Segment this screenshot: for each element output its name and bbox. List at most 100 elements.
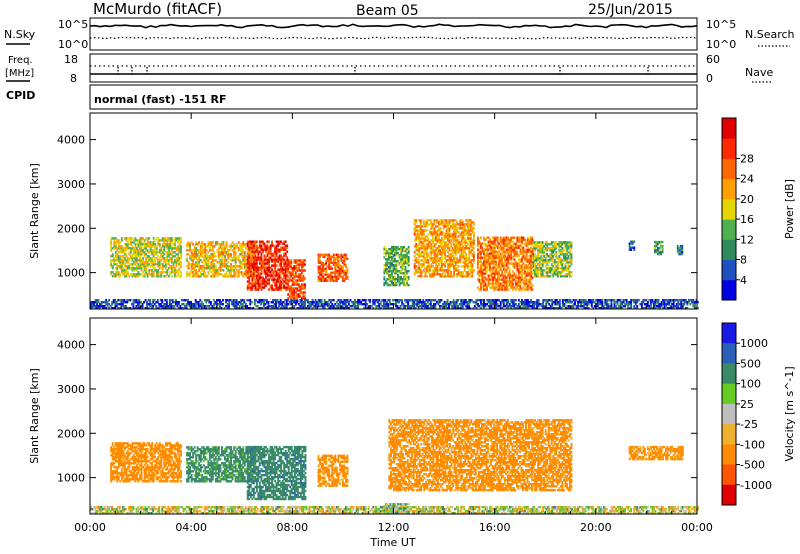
heatmap-cell <box>434 305 437 308</box>
heatmap-cell <box>304 307 306 310</box>
heatmap-cell <box>387 278 390 281</box>
heatmap-cell <box>433 251 436 254</box>
heatmap-cell <box>587 307 590 310</box>
heatmap-cell <box>300 283 303 286</box>
heatmap-cell <box>257 280 260 283</box>
heatmap-cell <box>543 307 546 310</box>
heatmap-cell <box>251 257 254 260</box>
heatmap-cell <box>403 283 405 287</box>
heatmap-cell <box>147 299 150 302</box>
heatmap-cell <box>291 277 294 280</box>
heatmap-cell <box>93 305 95 308</box>
heatmap-cell <box>430 275 433 278</box>
heatmap-cell <box>178 267 181 270</box>
heatmap-cell <box>457 299 460 302</box>
heatmap-cell <box>493 301 496 304</box>
heatmap-cell <box>113 237 116 240</box>
heatmap-cell <box>243 243 246 246</box>
heatmap-cell <box>469 243 472 246</box>
heatmap-cell <box>320 301 323 304</box>
heatmap-cell <box>166 239 169 242</box>
heatmap-cell <box>450 253 453 256</box>
heatmap-cell <box>466 303 469 306</box>
heatmap-cell <box>284 299 287 302</box>
heatmap-cell <box>260 254 263 257</box>
heatmap-cell <box>251 264 254 267</box>
heatmap-cell <box>335 271 338 274</box>
heatmap-cell <box>444 257 446 260</box>
heatmap-cell <box>192 265 195 268</box>
heatmap-cell <box>199 275 202 278</box>
heatmap-cell <box>158 265 161 268</box>
heatmap-cell <box>234 265 237 268</box>
heatmap-cell <box>195 263 198 266</box>
heatmap-cell <box>281 242 284 245</box>
heatmap-cell <box>465 271 468 274</box>
heatmap-cell <box>136 251 138 254</box>
heatmap-cell <box>152 261 155 264</box>
heatmap-cell <box>586 305 589 308</box>
heatmap-cell <box>184 299 186 302</box>
heatmap-cell <box>214 307 217 310</box>
heatmap-cell <box>392 268 395 271</box>
heatmap-cell <box>117 273 120 276</box>
heatmap-cell <box>162 305 165 308</box>
heatmap-cell <box>240 247 243 250</box>
heatmap-cell <box>317 301 320 304</box>
heatmap-cell <box>590 305 593 308</box>
heatmap-cell <box>337 269 340 272</box>
heatmap-cell <box>445 255 448 258</box>
heatmap-cell <box>302 275 305 278</box>
heatmap-cell <box>285 305 288 308</box>
heatmap-cell <box>249 288 252 291</box>
heatmap-cell <box>251 244 254 247</box>
heatmap-cell <box>212 299 215 302</box>
heatmap-cell <box>105 303 108 306</box>
heatmap-cell <box>132 303 135 306</box>
heatmap-cell <box>285 299 288 302</box>
heatmap-cell <box>243 245 246 248</box>
heatmap-cell <box>245 275 248 278</box>
heatmap-cell <box>160 249 163 252</box>
heatmap-cell <box>249 253 252 256</box>
heatmap-cell <box>599 303 602 306</box>
heatmap-cell <box>358 299 361 302</box>
heatmap-cell <box>304 263 306 266</box>
heatmap-cell <box>382 299 385 302</box>
heatmap-cell <box>555 307 558 310</box>
heatmap-cell <box>161 249 164 252</box>
heatmap-cell <box>149 269 152 272</box>
heatmap-cell <box>237 255 240 258</box>
heatmap-cell <box>528 305 531 308</box>
heatmap-cell <box>300 267 303 270</box>
heatmap-cell <box>133 257 135 260</box>
heatmap-cell <box>255 276 258 279</box>
heatmap-cell <box>450 235 453 238</box>
heatmap-cell <box>325 271 328 274</box>
heatmap-cell <box>477 248 479 251</box>
heatmap-cell <box>178 263 181 266</box>
heatmap-cell <box>255 256 258 259</box>
heatmap-cell <box>669 299 672 302</box>
heatmap-cell <box>248 282 251 285</box>
heatmap-cell <box>555 303 558 306</box>
heatmap-cell <box>384 264 387 267</box>
heatmap-cell <box>163 241 166 244</box>
heatmap-cell <box>436 241 439 244</box>
heatmap-cell <box>471 263 474 266</box>
heatmap-cell <box>427 237 430 240</box>
heatmap-cell <box>577 303 579 306</box>
heatmap-cell <box>296 297 299 300</box>
heatmap-cell <box>521 307 523 310</box>
heatmap-cell <box>197 305 200 308</box>
heatmap-cell <box>115 305 118 308</box>
heatmap-cell <box>430 227 433 230</box>
heatmap-cell <box>186 271 188 274</box>
heatmap-cell <box>251 262 254 265</box>
heatmap-cell <box>346 275 349 278</box>
heatmap-cell <box>97 305 100 308</box>
heatmap-cell <box>190 249 193 252</box>
heatmap-cell <box>404 278 407 281</box>
heatmap-cell <box>496 299 499 302</box>
heatmap-cell <box>290 297 293 300</box>
